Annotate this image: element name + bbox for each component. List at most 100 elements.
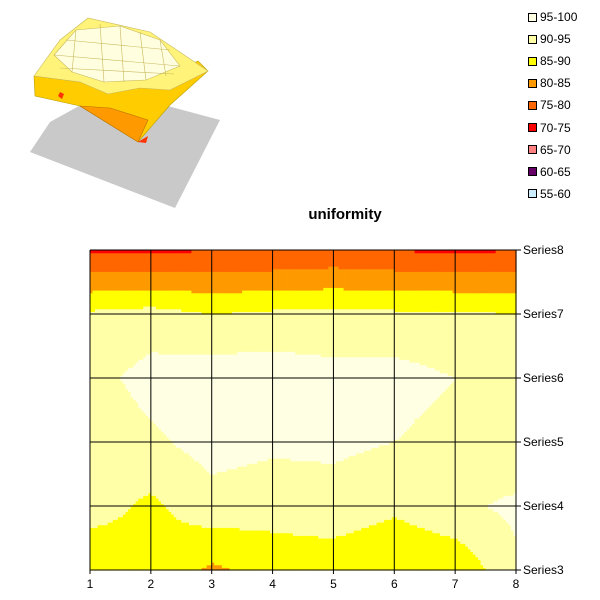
contour-cell [153,554,157,558]
contour-cell [363,538,367,542]
contour-cell [386,506,390,510]
contour-cell [232,551,236,555]
contour-cell [292,554,296,558]
contour-cell [455,543,459,547]
contour-cell [107,514,111,518]
contour-cell [429,519,433,523]
contour-cell [188,527,193,531]
contour-cell [112,535,116,539]
contour-cell [363,564,367,568]
contour-cell [237,511,241,515]
contour-cell [325,527,329,531]
contour-cell [163,546,167,550]
contour-cell [92,514,96,518]
contour-cell [133,516,137,520]
contour-cell [391,511,395,515]
contour-cell [135,562,139,566]
contour-cell [318,546,322,550]
contour-cell [472,559,477,563]
contour-cell [254,524,258,528]
contour-cell [209,556,213,560]
contour-cell [308,519,312,523]
contour-cell [442,519,446,523]
contour-cell [480,527,484,531]
contour-cell [242,506,246,510]
contour-cell [100,508,104,512]
contour-cell [173,562,177,566]
contour-cell [145,564,149,568]
contour-cell [140,543,144,547]
contour-cell [308,516,312,520]
contour-cell [125,548,129,552]
contour-cell [475,564,479,568]
contour-cell [97,506,101,510]
contour-cell [328,532,332,536]
contour-cell [434,554,438,558]
contour-cell [249,519,253,523]
contour-cell [414,556,418,560]
contour-cell [429,548,433,552]
contour-cell [178,540,182,544]
contour-cell [432,511,436,515]
contour-cell [166,562,170,566]
contour-cell [414,511,418,515]
contour-cell [237,519,241,523]
contour-cell [140,535,144,539]
contour-cell [249,554,253,558]
contour-cell [406,556,411,560]
contour-cell [199,564,203,568]
contour-cell [368,530,373,534]
contour-cell [201,508,205,512]
contour-cell [112,516,116,520]
contour-cell [259,532,264,536]
contour-cell [417,538,421,542]
contour-cell [249,535,253,539]
contour-cell [439,567,444,571]
contour-cell [346,556,350,560]
contour-cell [171,522,175,526]
contour-cell [275,506,279,510]
legend-item: 85-90 [528,50,598,72]
contour-cell [439,524,444,528]
contour-cell [221,519,225,523]
contour-cell [168,516,172,520]
contour-cell [219,551,223,555]
contour-cell [374,524,378,528]
contour-cell [475,543,479,547]
contour-cell [328,522,332,526]
contour-cell [259,543,264,547]
contour-cell [295,556,299,560]
contour-cell [480,519,484,523]
contour-cell [229,554,233,558]
contour-cell [161,562,165,566]
contour-cell [384,554,388,558]
contour-cell [346,532,350,536]
contour-cell [363,511,367,515]
contour-cell [173,516,177,520]
contour-cell [242,540,246,544]
contour-cell [460,535,464,539]
contour-cell [396,506,400,510]
contour-cell [209,519,213,523]
contour-cell [412,540,416,544]
contour-cell [434,514,438,518]
contour-cell [315,511,319,515]
contour-cell [168,511,172,515]
contour-cell [333,514,337,518]
contour-cell [166,551,170,555]
contour-cell [209,567,213,571]
contour-cell [282,532,286,536]
contour-cell [297,540,302,544]
contour-cell [275,532,279,536]
contour-cell [272,546,276,550]
contour-cell [201,538,205,542]
contour-cell [401,532,406,536]
contour-cell [412,543,416,547]
contour-cell [163,532,167,536]
contour-cell [381,546,385,550]
contour-cell [221,524,225,528]
contour-cell [163,535,167,539]
contour-cell [434,548,438,552]
contour-cell [399,511,403,515]
contour-cell [409,527,413,531]
